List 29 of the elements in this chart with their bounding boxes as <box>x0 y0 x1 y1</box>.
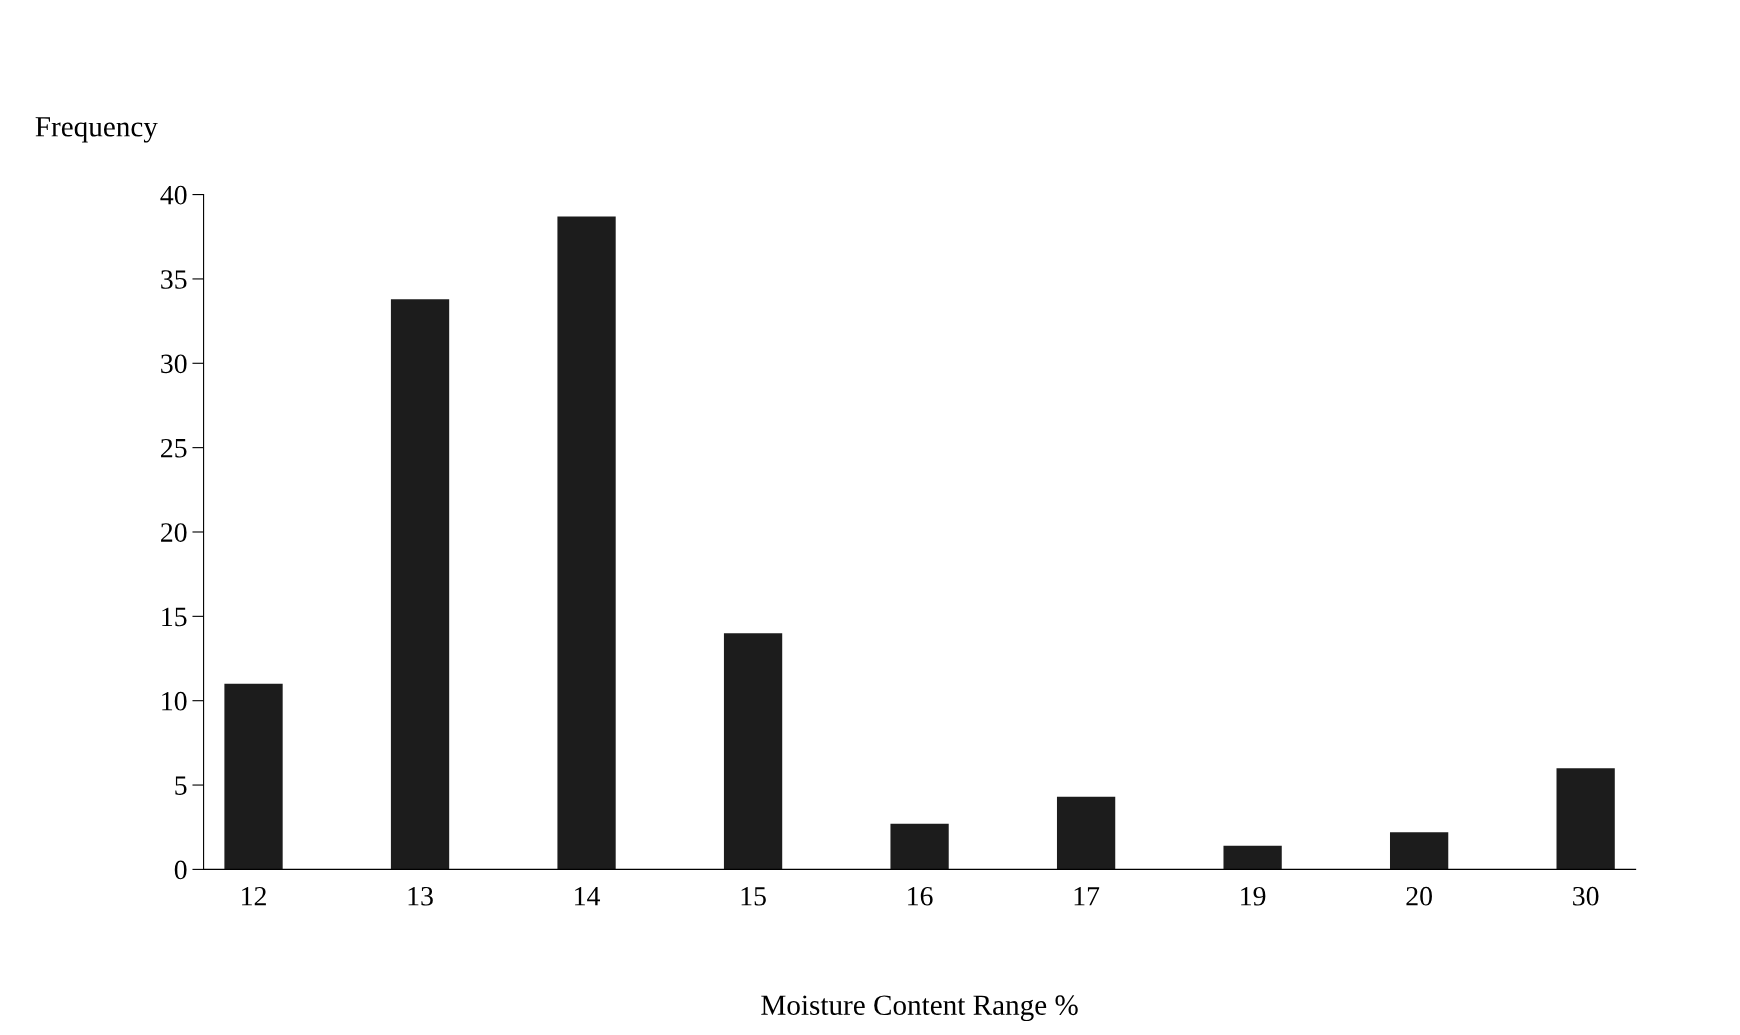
x-axis-title: Moisture Content Range % <box>761 995 1078 1022</box>
bar <box>1056 796 1116 870</box>
bar <box>1556 768 1615 870</box>
bar <box>1389 832 1449 870</box>
y-tick-label: 15 <box>162 607 187 627</box>
bar <box>1223 845 1282 870</box>
y-tick-label: 35 <box>161 270 187 289</box>
x-tick-label: 12 <box>242 886 266 906</box>
x-tick-label: 14 <box>575 887 601 906</box>
x-tick-label: 19 <box>1241 886 1266 906</box>
x-tick-label: 15 <box>741 887 766 906</box>
y-tick-label: 0 <box>174 860 187 880</box>
x-tick-label: 17 <box>1074 887 1100 906</box>
bar <box>557 216 616 870</box>
x-tick-label: 16 <box>908 886 933 906</box>
y-tick-label: 20 <box>161 523 187 542</box>
bar <box>890 823 949 870</box>
y-tick-label: 10 <box>162 691 187 711</box>
y-tick-label: 25 <box>161 438 187 458</box>
x-tick-label: 30 <box>1573 886 1599 906</box>
x-tick-label: 20 <box>1406 886 1432 906</box>
bar <box>390 299 450 870</box>
x-tick-label: 13 <box>408 886 433 906</box>
y-tick-label: 40 <box>160 185 187 205</box>
y-tick-label: 5 <box>175 776 187 795</box>
bar <box>723 633 783 870</box>
y-tick-label: 30 <box>161 354 187 374</box>
y-axis-title: Frequency <box>35 117 158 143</box>
bar <box>224 683 283 870</box>
